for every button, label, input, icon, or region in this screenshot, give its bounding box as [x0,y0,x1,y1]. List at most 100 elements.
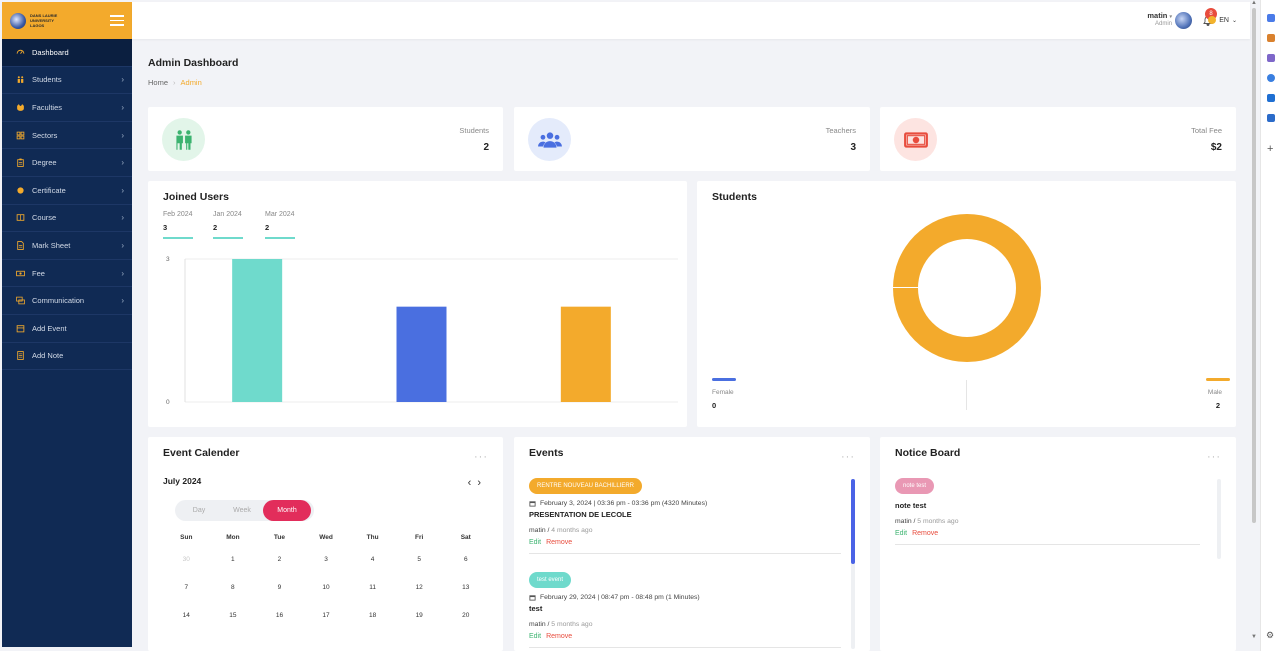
view-month-button[interactable]: Month [263,500,311,521]
chevron-right-icon: › [121,185,124,195]
more-options-icon[interactable]: ··· [841,451,855,463]
calendar-day[interactable]: 15 [229,612,237,619]
next-month-icon[interactable]: › [477,477,487,489]
clipboard-icon [15,158,25,168]
sidebar-item-label: Dashboard [32,47,69,57]
sidebar-item-course[interactable]: Course › [2,205,132,233]
flag-icon [1208,16,1217,24]
calendar-day[interactable]: 4 [370,556,375,563]
event-date: February 29, 2024 | 08:47 pm - 08:48 pm … [540,594,700,601]
calendar-day[interactable]: 11 [369,584,376,591]
outlook-icon[interactable] [1267,94,1275,102]
prev-month-icon[interactable]: ‹ [467,477,478,489]
joined-users-summary-item: Jan 2024 2 [213,211,249,239]
scroll-down-icon[interactable]: ▼ [1251,634,1257,640]
avatar[interactable] [1175,12,1192,29]
remove-event-link[interactable]: Remove [546,633,573,640]
sidebar-item-label: Add Event [32,323,67,333]
calendar-day[interactable]: 10 [322,584,330,591]
sidebar-menu: Dashboard Students › Faculties › Sectors › Degr… [2,39,132,371]
card-title: Notice Board [895,447,961,459]
sidebar-item-sectors[interactable]: Sectors › [2,122,132,150]
app-icon[interactable] [1267,114,1275,122]
more-options-icon[interactable]: ··· [1207,451,1221,463]
calendar-grid: Sun Mon Tue Wed Thu Fri Sat 30 1 2 3 4 5 6 7 8 9 10 11 12 13… [163,534,489,640]
people-icon[interactable] [1267,54,1275,62]
browser-tag-icon[interactable] [1267,14,1275,22]
calendar-day[interactable]: 18 [368,612,377,619]
calendar-day[interactable]: 6 [463,556,468,563]
summary-month: Mar 2024 [265,211,295,218]
calendar-day[interactable]: 19 [415,612,423,619]
remove-notice-link[interactable]: Remove [912,530,939,537]
calendar-day[interactable]: 17 [322,612,330,619]
user-role: Admin [1154,21,1172,27]
bar-jan-2024[interactable] [396,306,447,402]
scroll-up-icon[interactable]: ▲ [1251,0,1257,6]
sidebar-item-dashboard[interactable]: Dashboard [2,39,132,67]
legend-male: Male 2 [1206,378,1230,410]
logo[interactable]: DANS LAURIE UNIVERSITY LAGOS [10,12,68,29]
file-icon [15,240,25,250]
breadcrumb-separator-icon: › [173,78,176,87]
sidebar-item-add-event[interactable]: Add Event [2,315,132,343]
students-icon [162,118,205,161]
calendar-day[interactable]: 8 [231,584,235,591]
calendar-day[interactable]: 16 [275,612,284,619]
joined-users-bar-chart: 30 [166,256,678,406]
sidebar-item-communication[interactable]: Communication › [2,287,132,315]
notice-item: note test note test matin / 5 months ago Ed… [895,478,1200,545]
hamburger-menu-icon[interactable] [110,15,124,26]
briefcase-icon[interactable] [1267,34,1275,42]
notice-scroll-track[interactable] [1217,479,1221,559]
edit-event-link[interactable]: Edit [529,633,542,640]
settings-gear-icon[interactable]: ⚙ [1266,630,1275,640]
breadcrumb-home[interactable]: Home [148,78,169,87]
sidebar-item-students[interactable]: Students › [2,67,132,95]
browser-app-icon[interactable] [1267,74,1275,82]
legend-divider [966,380,967,410]
stat-value: $2 [1210,142,1222,153]
calendar-day[interactable]: 2 [277,556,282,563]
sidebar-item-degree[interactable]: Degree › [2,149,132,177]
view-week-button[interactable]: Week [233,507,251,514]
calendar-day[interactable]: 1 [231,556,235,563]
calendar-day[interactable]: 7 [184,584,189,591]
legend-swatch [1206,378,1230,381]
calendar-day[interactable]: 12 [415,584,423,591]
page-scrollbar[interactable] [1252,8,1256,523]
sidebar-item-mark-sheet[interactable]: Mark Sheet › [2,232,132,260]
bar-feb-2024[interactable] [232,259,283,402]
calendar-day[interactable]: 13 [462,584,470,591]
event-author: matin [529,527,546,534]
calendar-day[interactable]: 14 [182,612,190,619]
calendar-day[interactable]: 30 [182,556,190,563]
calendar-day[interactable]: 3 [324,556,328,563]
sidebar-item-label: Degree [32,158,57,168]
view-day-button[interactable]: Day [192,507,206,514]
notice-title: note test [895,501,927,510]
sidebar-item-faculties[interactable]: Faculties › [2,94,132,122]
calendar-day[interactable]: 5 [417,556,421,563]
sidebar-item-add-note[interactable]: Add Note [2,343,132,371]
edit-event-link[interactable]: Edit [529,539,542,546]
students-stat-card: Students 2 [148,107,503,171]
user-menu[interactable]: matin ▾ Admin [1147,11,1172,27]
bar-mar-2024[interactable] [560,306,611,402]
sidebar-item-fee[interactable]: Fee › [2,260,132,288]
sidebar-item-label: Add Note [32,351,64,361]
add-icon[interactable]: + [1267,143,1274,155]
edit-notice-link[interactable]: Edit [895,530,908,537]
summary-month: Feb 2024 [163,211,193,218]
events-scrollbar[interactable] [851,479,855,564]
calendar-day[interactable]: 9 [277,584,282,591]
calendar-view-toggle: Day Week Month [175,500,314,521]
remove-event-link[interactable]: Remove [546,539,573,546]
sidebar-item-certificate[interactable]: Certificate › [2,177,132,205]
language-selector[interactable]: EN ⌄ [1208,16,1237,24]
donut-chart-male-slice[interactable] [893,214,1041,362]
calendar-day[interactable]: 20 [462,612,470,619]
legend-swatch [712,378,736,381]
language-label: EN [1219,16,1229,24]
more-options-icon[interactable]: ··· [474,451,488,463]
